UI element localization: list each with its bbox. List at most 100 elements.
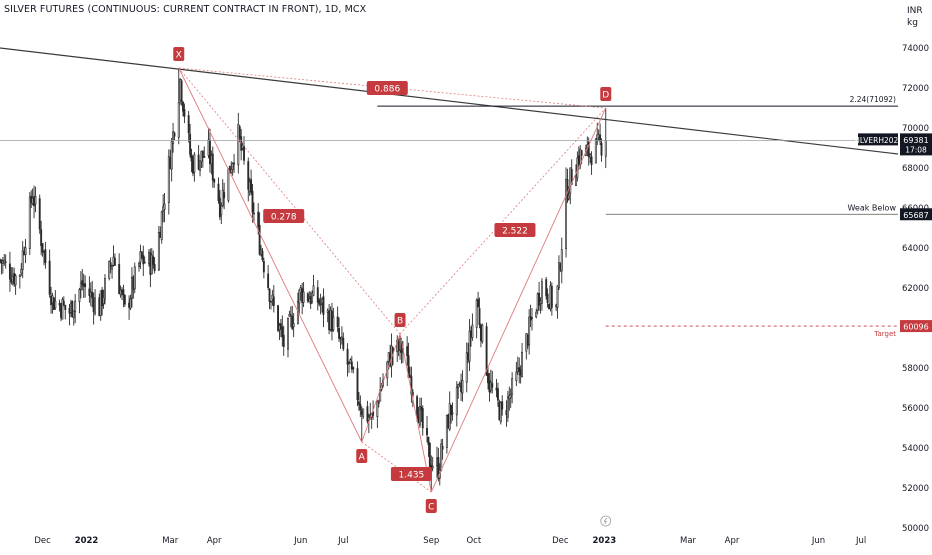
candle-body	[277, 305, 280, 331]
event-flash-icon	[600, 515, 612, 527]
candle-body	[451, 412, 454, 415]
candle-body	[173, 132, 176, 137]
candle-body	[60, 305, 62, 318]
pattern-point-label: A	[359, 453, 366, 463]
candle-body	[143, 261, 146, 264]
candle-body	[521, 351, 524, 378]
candle-body	[153, 264, 156, 272]
candle-body	[570, 169, 573, 185]
resistance-trendline	[0, 47, 899, 155]
pattern-point-label: B	[397, 317, 403, 327]
candle-body	[535, 311, 538, 318]
candle-body	[221, 189, 224, 207]
candle-body	[336, 316, 339, 328]
candle-body	[43, 251, 45, 253]
candle-body	[331, 310, 333, 332]
candle-body	[359, 403, 362, 411]
candle-body	[319, 303, 322, 306]
candle-body	[478, 308, 481, 325]
candle-body	[227, 168, 230, 201]
candle-body	[397, 341, 400, 351]
candle-body	[89, 291, 92, 297]
candle-body	[258, 224, 261, 255]
candle-body	[98, 297, 101, 317]
candle-body	[556, 285, 559, 308]
candle-body	[515, 371, 518, 382]
candle-body	[179, 78, 182, 101]
pattern-point-label: D	[602, 91, 609, 101]
candle-body	[132, 276, 135, 290]
candle-body	[31, 197, 34, 205]
y-tick-label: 62000	[902, 284, 929, 294]
ratio-badge-text: 0.886	[374, 85, 400, 95]
candle-body	[78, 289, 81, 302]
candle-body	[210, 155, 213, 165]
candle-body	[218, 197, 221, 218]
candle-body	[150, 254, 153, 275]
candle-body	[111, 265, 114, 270]
x-tick-label: 2023	[593, 536, 617, 546]
candle-body	[477, 299, 480, 308]
candle-body	[261, 250, 264, 260]
candle-body	[213, 179, 216, 183]
pattern-point-badge	[600, 87, 612, 101]
candle-body	[410, 376, 413, 395]
candle-body	[191, 160, 194, 174]
x-tick-label: Oct	[466, 536, 481, 546]
candle-body	[322, 296, 325, 315]
candle-body	[41, 243, 44, 253]
candle-body	[101, 289, 104, 307]
candle-body	[467, 352, 470, 360]
candle-body	[108, 261, 111, 279]
candle-body	[118, 263, 121, 295]
candle-body	[51, 295, 54, 304]
candle-body	[271, 294, 274, 300]
target-tag-value: 60096	[903, 323, 928, 332]
candle-body	[162, 206, 165, 212]
pattern-point-label: C	[428, 503, 434, 513]
y-tick-label: 56000	[902, 404, 929, 414]
candle-body	[211, 153, 214, 181]
candle-body	[509, 394, 512, 399]
x-tick-label: Dec	[552, 536, 569, 546]
candle-body	[260, 249, 262, 255]
candle-body	[471, 324, 474, 339]
candle-body	[187, 115, 190, 134]
candle-body	[11, 275, 14, 283]
candle-body	[437, 457, 440, 479]
candle-body	[157, 231, 160, 271]
candle-body	[81, 280, 84, 286]
candle-body	[102, 297, 105, 305]
symbol-tag-text: SILVERH2023	[853, 136, 903, 145]
candle-body	[548, 303, 550, 310]
candle-body	[238, 126, 241, 139]
pattern-leg-AB	[361, 333, 401, 443]
pattern-point-badge	[356, 449, 368, 463]
countdown-value: 17:08	[905, 145, 927, 154]
candle-body	[575, 175, 577, 187]
pattern-leg-BC	[399, 333, 432, 493]
candle-body	[362, 408, 365, 417]
x-tick-label: Jul	[855, 536, 866, 546]
candle-body	[197, 154, 200, 170]
y-tick-label: 50000	[902, 524, 929, 534]
candle-body	[445, 415, 448, 448]
candle-body	[511, 378, 514, 395]
candle-body	[209, 140, 211, 165]
candle-body	[316, 287, 319, 303]
candle-body	[94, 297, 96, 314]
candle-body	[528, 316, 531, 346]
candle-body	[441, 445, 444, 450]
candle-body	[447, 414, 450, 429]
target-tag	[900, 320, 932, 333]
symbol-tag	[858, 133, 898, 146]
candle-body	[129, 298, 132, 309]
candle-body	[71, 300, 74, 318]
candle-body	[104, 278, 106, 300]
candle-body	[159, 232, 162, 239]
candle-body	[460, 384, 463, 393]
candle-body	[501, 401, 504, 410]
candle-body	[130, 277, 133, 299]
